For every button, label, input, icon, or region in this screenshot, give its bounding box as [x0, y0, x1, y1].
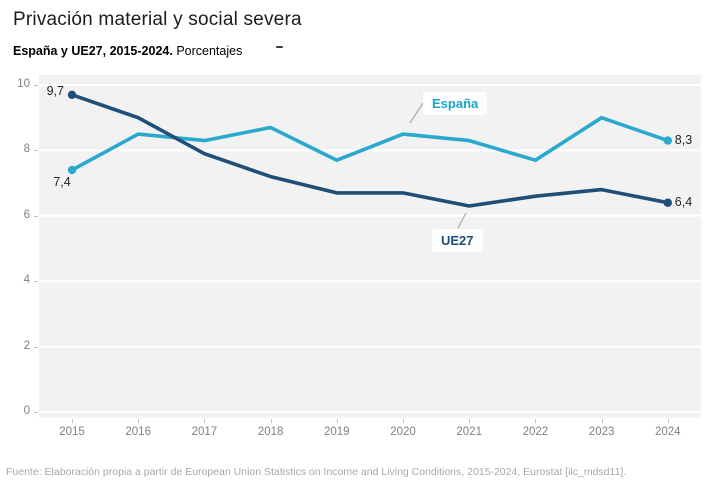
x-axis-tick-2016 — [138, 419, 140, 423]
y-axis-tick-4 — [34, 281, 38, 283]
x-axis: 2015 2016 2017 2018 2019 2020 2021 2022 2023 2024 — [39, 418, 701, 450]
x-axis-label-2019: 2019 — [324, 426, 350, 438]
chart-subtitle: España y UE27, 2015-2024. Porcentajes — [13, 44, 242, 58]
marker-españa-2015 — [67, 165, 77, 175]
x-axis-label-2015: 2015 — [59, 426, 85, 438]
x-axis-tick-2024 — [667, 419, 669, 423]
x-axis-label-2022: 2022 — [522, 426, 549, 438]
line-ue27 — [70, 92, 670, 208]
y-axis-tick-8 — [34, 150, 38, 152]
point-label-6-4: 6,4 — [674, 194, 693, 209]
x-axis-tick-2022 — [535, 419, 537, 423]
y-axis-label-0: 0 — [23, 405, 30, 417]
series-label-espana: España — [423, 92, 488, 115]
x-axis-tick-2019 — [336, 419, 338, 423]
stray-dash-mark — [276, 46, 283, 48]
x-axis-tick-2020 — [403, 419, 404, 423]
y-axis-tick-0 — [34, 412, 38, 413]
x-axis-tick-2023 — [601, 419, 603, 423]
x-axis-label-2023: 2023 — [588, 426, 615, 438]
line-chart-canvas — [39, 84, 701, 413]
x-axis-label-2016: 2016 — [125, 426, 151, 438]
line-españa — [70, 115, 670, 172]
x-axis-label-2017: 2017 — [191, 426, 218, 438]
plot-area: España UE27 9,7 7,4 8,3 6,4 — [39, 75, 701, 418]
ue27-label-leader-line — [457, 212, 467, 229]
series-label-ue27: UE27 — [432, 229, 483, 252]
y-axis-label-6: 6 — [23, 208, 30, 221]
y-axis-tick-2 — [34, 346, 38, 348]
y-axis-label-2: 2 — [23, 339, 30, 352]
x-axis-tick-2015 — [72, 419, 73, 423]
chart-subtitle-regular: Porcentajes — [176, 44, 243, 58]
y-axis-label-4: 4 — [23, 274, 30, 287]
marker-ue27-2015 — [67, 90, 77, 100]
y-axis: 0 2 4 6 8 10 — [0, 75, 39, 418]
chart-subtitle-bold: España y UE27, 2015-2024. — [13, 44, 173, 58]
x-axis-label-2024: 2024 — [655, 426, 681, 438]
y-axis-tick-6 — [34, 215, 38, 217]
espana-label-leader-line — [409, 102, 424, 124]
point-label-7-4: 7,4 — [53, 175, 71, 190]
point-label-8-3: 8,3 — [674, 132, 693, 147]
y-axis-tick-10 — [34, 85, 38, 86]
point-label-9-7: 9,7 — [46, 83, 64, 98]
x-axis-label-2020: 2020 — [390, 426, 416, 438]
chart-title: Privación material y social severa — [13, 9, 302, 30]
y-axis-label-8: 8 — [23, 143, 30, 156]
marker-ue27-2024 — [663, 198, 672, 207]
marker-españa-2024 — [663, 136, 672, 145]
x-axis-tick-2017 — [204, 419, 206, 423]
x-axis-tick-2021 — [469, 419, 471, 423]
x-axis-label-2021: 2021 — [456, 426, 482, 438]
x-axis-label-2018: 2018 — [257, 426, 284, 438]
x-axis-tick-2018 — [270, 419, 272, 423]
y-axis-label-10: 10 — [17, 78, 30, 90]
source-note: Fuente: Elaboración propia a partir de E… — [6, 466, 627, 478]
